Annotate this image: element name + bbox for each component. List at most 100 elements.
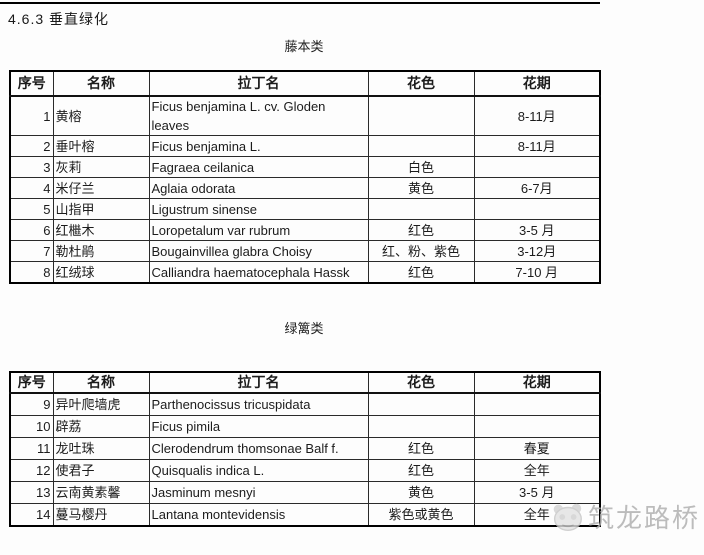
cell-no: 2 — [9, 135, 54, 157]
cell-latin: Loropetalum var rubrum — [148, 219, 369, 241]
cell-period — [473, 415, 601, 438]
cell-color: 紫色或黄色 — [367, 503, 475, 527]
cell-no: 11 — [9, 437, 54, 460]
cell-no: 10 — [9, 415, 54, 438]
cell-latin: Bougainvillea glabra Choisy — [148, 240, 369, 262]
cell-latin: Lantana montevidensis — [148, 503, 369, 527]
table-row: 13 云南黄素馨 Jasminum mesnyi 黄色 3-5 月 — [9, 481, 601, 504]
cell-no: 4 — [9, 177, 54, 199]
cell-latin: Parthenocissus tricuspidata — [148, 392, 369, 416]
cell-name: 山指甲 — [52, 198, 150, 220]
cell-name: 勒杜鹃 — [52, 240, 150, 262]
cell-name: 蔓马樱丹 — [52, 503, 150, 527]
col-header-color: 花色 — [367, 70, 475, 97]
cell-name: 黄榕 — [52, 95, 150, 136]
cell-period: 8-11月 — [473, 95, 601, 136]
table-row: 5 山指甲 Ligustrum sinense — [9, 198, 601, 220]
cell-color — [367, 198, 475, 220]
cell-period — [473, 392, 601, 416]
table-row: 3 灰莉 Fagraea ceilanica 白色 — [9, 156, 601, 178]
table-row: 4 米仔兰 Aglaia odorata 黄色 6-7月 — [9, 177, 601, 199]
cell-no: 7 — [9, 240, 54, 262]
cell-name: 辟荔 — [52, 415, 150, 438]
cell-latin: Calliandra haematocephala Hassk — [148, 261, 369, 284]
cell-color: 红、粉、紫色 — [367, 240, 475, 262]
cell-color — [367, 135, 475, 157]
cell-color: 白色 — [367, 156, 475, 178]
cell-latin: Fagraea ceilanica — [148, 156, 369, 178]
cell-latin: Ficus benjamina L. — [148, 135, 369, 157]
cell-color — [367, 415, 475, 438]
cell-no: 3 — [9, 156, 54, 178]
col-header-latin: 拉丁名 — [148, 371, 369, 394]
cell-period: 3-5 月 — [473, 219, 601, 241]
table-row: 14 蔓马樱丹 Lantana montevidensis 紫色或黄色 全年 — [9, 503, 601, 527]
table-caption-hedges: 绿篱类 — [284, 321, 324, 336]
col-header-latin: 拉丁名 — [148, 70, 369, 97]
cell-name: 异叶爬墙虎 — [52, 392, 150, 416]
table-header-row: 序号 名称 拉丁名 花色 花期 — [9, 371, 601, 394]
cell-color: 黄色 — [367, 481, 475, 504]
cell-color: 红色 — [367, 459, 475, 482]
cell-color: 红色 — [367, 219, 475, 241]
cell-period: 6-7月 — [473, 177, 601, 199]
cell-name: 红檵木 — [52, 219, 150, 241]
col-header-name: 名称 — [52, 70, 150, 97]
cell-period: 春夏 — [473, 437, 601, 460]
cell-name: 垂叶榕 — [52, 135, 150, 157]
table-row: 12 使君子 Quisqualis indica L. 红色 全年 — [9, 459, 601, 482]
top-rule — [0, 2, 600, 4]
table-row: 10 辟荔 Ficus pimila — [9, 415, 601, 438]
cell-period: 8-11月 — [473, 135, 601, 157]
table-row: 2 垂叶榕 Ficus benjamina L. 8-11月 — [9, 135, 601, 157]
cell-name: 灰莉 — [52, 156, 150, 178]
cell-latin: Ligustrum sinense — [148, 198, 369, 220]
cell-no: 14 — [9, 503, 54, 527]
cell-color: 红色 — [367, 437, 475, 460]
cell-name: 红绒球 — [52, 261, 150, 284]
table-caption-vines: 藤本类 — [284, 39, 324, 54]
table-row: 9 异叶爬墙虎 Parthenocissus tricuspidata — [9, 392, 601, 416]
cell-name: 云南黄素馨 — [52, 481, 150, 504]
col-header-color: 花色 — [367, 371, 475, 394]
cell-latin: Jasminum mesnyi — [148, 481, 369, 504]
cell-period — [473, 198, 601, 220]
table-header-row: 序号 名称 拉丁名 花色 花期 — [9, 70, 601, 97]
cell-period — [473, 156, 601, 178]
cell-latin: Ficus benjamina L. cv. Gloden leaves — [148, 95, 369, 136]
cell-latin: Ficus pimila — [148, 415, 369, 438]
cell-name: 米仔兰 — [52, 177, 150, 199]
cell-period: 全年 — [473, 459, 601, 482]
col-header-name: 名称 — [52, 371, 150, 394]
cell-latin: Quisqualis indica L. — [148, 459, 369, 482]
cell-color — [367, 392, 475, 416]
cell-no: 6 — [9, 219, 54, 241]
table-row: 8 红绒球 Calliandra haematocephala Hassk 红色 7-1… — [9, 261, 601, 284]
cell-no: 9 — [9, 392, 54, 416]
col-header-period: 花期 — [473, 371, 601, 394]
cell-no: 1 — [9, 95, 54, 136]
col-header-no: 序号 — [9, 371, 54, 394]
watermark-text: 筑龙路桥 — [588, 503, 701, 533]
cell-color: 黄色 — [367, 177, 475, 199]
table-row: 11 龙吐珠 Clerodendrum thomsonae Balf f. 红色 春夏 — [9, 437, 601, 460]
cell-color: 红色 — [367, 261, 475, 284]
cell-period: 3-12月 — [473, 240, 601, 262]
cell-no: 13 — [9, 481, 54, 504]
cell-latin: Clerodendrum thomsonae Balf f. — [148, 437, 369, 460]
cell-name: 龙吐珠 — [52, 437, 150, 460]
vines-table: 序号 名称 拉丁名 花色 花期 1 黄榕 Ficus benjamina L. cv… — [9, 70, 601, 284]
cell-color — [367, 95, 475, 136]
cell-period: 7-10 月 — [473, 261, 601, 284]
page-title: 4.6.3 垂直绿化 — [8, 11, 110, 27]
table-row: 7 勒杜鹃 Bougainvillea glabra Choisy 红、粉、紫色 3-1… — [9, 240, 601, 262]
cell-no: 12 — [9, 459, 54, 482]
cell-period: 全年 — [473, 503, 601, 527]
col-header-period: 花期 — [473, 70, 601, 97]
table-row: 1 黄榕 Ficus benjamina L. cv. Gloden leaves 8… — [9, 95, 601, 136]
cell-name: 使君子 — [52, 459, 150, 482]
cell-no: 8 — [9, 261, 54, 284]
cell-latin: Aglaia odorata — [148, 177, 369, 199]
hedges-table: 序号 名称 拉丁名 花色 花期 9 异叶爬墙虎 Parthenocissus tri… — [9, 371, 601, 527]
table-row: 6 红檵木 Loropetalum var rubrum 红色 3-5 月 — [9, 219, 601, 241]
